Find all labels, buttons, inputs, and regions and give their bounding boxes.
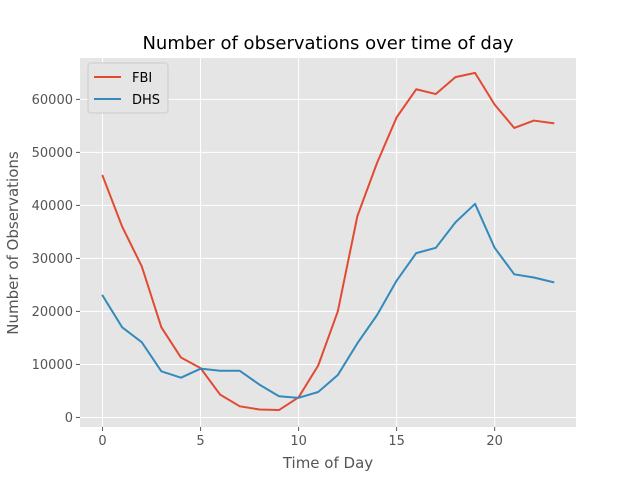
x-tick-label: 10 [290,434,307,449]
x-axis-label: Time of Day [282,454,373,472]
x-tick-label: 0 [98,434,106,449]
x-axis-ticks: 0 5 10 15 20 [98,427,503,449]
chart-title: Number of observations over time of day [142,33,513,54]
y-tick-label: 0 [65,411,73,426]
series-lines [101,71,555,412]
y-tick-label: 60000 [32,93,73,108]
legend-label-dhs: DHS [132,93,160,108]
y-tick-label: 10000 [32,358,73,373]
series-line-fbi [101,71,555,412]
y-tick-label: 50000 [32,146,73,161]
x-tick-label: 20 [486,434,503,449]
grid [80,58,576,427]
legend-label-fbi: FBI [132,71,152,86]
y-axis-label: Number of Observations [4,151,22,335]
y-tick-label: 40000 [32,199,73,214]
y-tick-label: 20000 [32,305,73,320]
x-tick-label: 15 [388,434,405,449]
y-tick-label: 30000 [32,252,73,267]
x-tick-label: 5 [196,434,204,449]
series-line-dhs [101,202,555,399]
legend-box [87,62,169,114]
legend: FBI DHS [87,62,169,114]
y-axis-ticks: 0 10000 20000 30000 40000 50000 60000 [32,93,80,426]
